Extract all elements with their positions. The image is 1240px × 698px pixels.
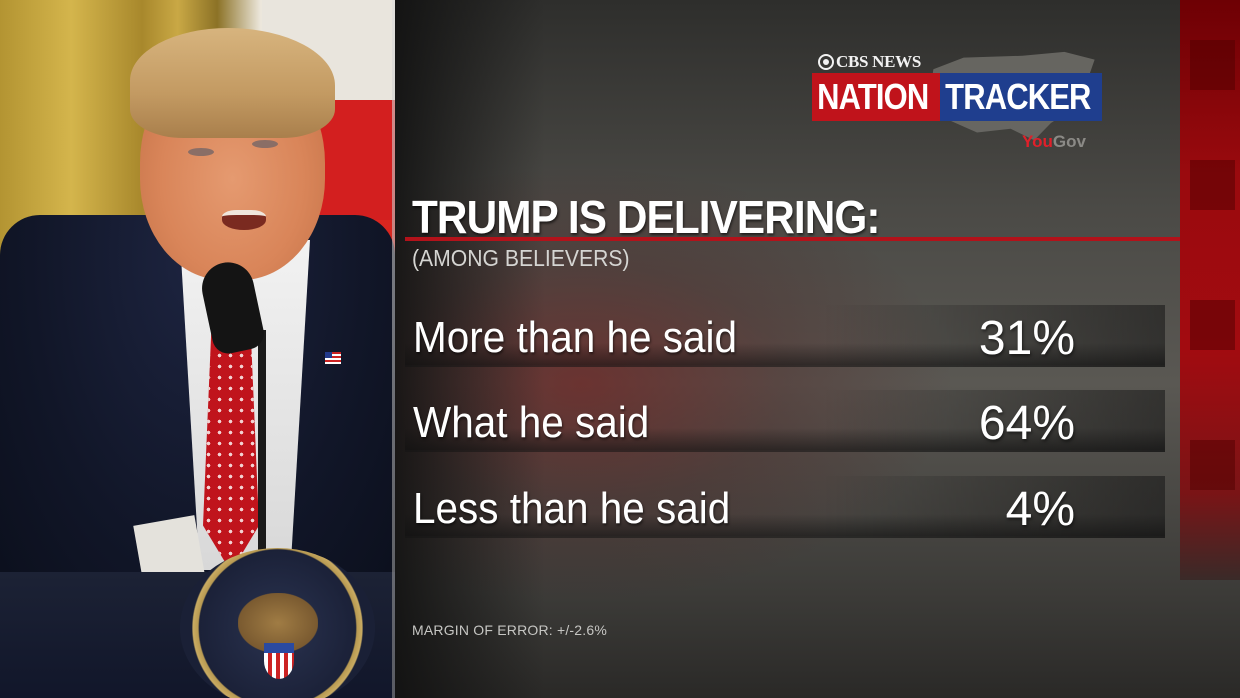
row-value: 64% — [978, 397, 1075, 450]
graphic-title: TRUMP IS DELIVERING: — [412, 191, 880, 243]
nation-block: NATION — [812, 73, 940, 121]
cbs-eye-icon — [818, 54, 834, 70]
microphone-stand — [258, 330, 266, 550]
poll-row: Less than he said 4% — [405, 476, 1165, 538]
graphic-subtitle: (AMONG BELIEVERS) — [412, 245, 630, 271]
right-eye — [252, 140, 278, 148]
row-value: 4% — [1005, 483, 1075, 536]
row-shade — [405, 514, 1165, 536]
speaker-hair — [130, 28, 335, 138]
flag-pin-icon — [325, 352, 341, 364]
mouth — [222, 210, 266, 230]
tracker-label: TRACKER — [945, 76, 1091, 117]
row-value: 31% — [978, 312, 1075, 365]
left-eye — [188, 148, 214, 156]
nation-label: NATION — [817, 76, 929, 117]
cbs-news-wordmark: CBS NEWS — [818, 52, 921, 72]
tracker-block: TRACKER — [940, 73, 1102, 121]
row-shade — [405, 343, 1165, 365]
speaker-photo — [0, 0, 395, 698]
strip-glyph — [1190, 160, 1235, 210]
row-shade — [405, 428, 1165, 450]
row-label: More than he said — [413, 313, 738, 362]
poll-row: More than he said 31% — [405, 305, 1165, 367]
panel-divider — [392, 0, 395, 698]
nation-tracker-bar: NATION TRACKER — [812, 73, 1102, 121]
row-label: Less than he said — [413, 484, 731, 533]
yougov-gov: Gov — [1052, 132, 1086, 151]
red-side-strip — [1180, 0, 1240, 580]
title-underline — [405, 237, 1180, 241]
row-label: What he said — [413, 398, 650, 447]
strip-glyph — [1190, 440, 1235, 490]
yougov-you: You — [1022, 132, 1053, 151]
poll-graphic-panel: CBS NEWS NATION TRACKER YouGov TRUMP IS … — [395, 0, 1240, 698]
strip-glyph — [1190, 40, 1235, 90]
margin-of-error: MARGIN OF ERROR: +/-2.6% — [412, 622, 607, 638]
network-name: CBS NEWS — [836, 52, 921, 71]
shield-icon — [264, 643, 294, 679]
nation-tracker-logo: CBS NEWS NATION TRACKER YouGov — [812, 50, 1112, 160]
strip-glyph — [1190, 300, 1235, 350]
presidential-seal-icon — [180, 548, 375, 698]
poll-row: What he said 64% — [405, 390, 1165, 452]
yougov-logo: YouGov — [1022, 132, 1086, 152]
